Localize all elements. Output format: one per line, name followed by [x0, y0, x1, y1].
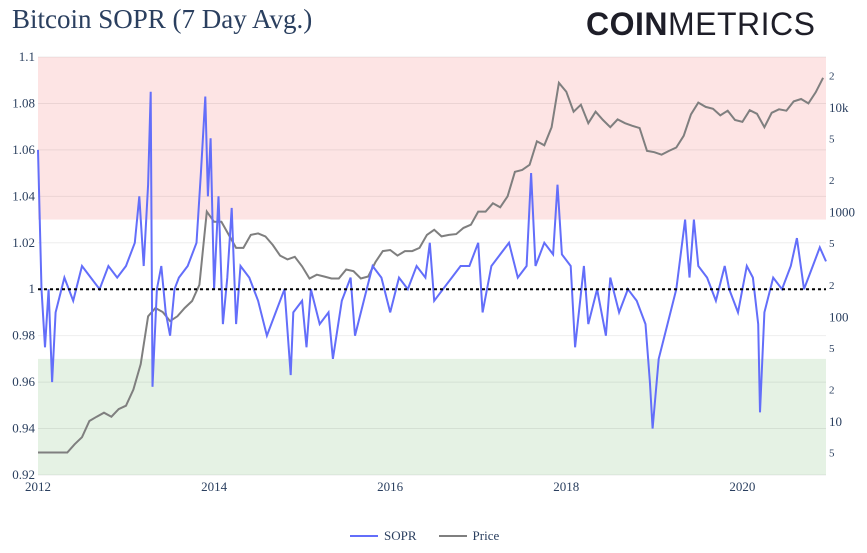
y-right-tick-label: 5: [829, 343, 835, 355]
x-tick-label: 2014: [201, 479, 228, 494]
y-right-tick-label: 2: [829, 280, 835, 292]
coinmetrics-logo: COINMETRICS: [586, 6, 816, 42]
y-right-tick-label: 5: [829, 133, 835, 145]
legend-label-price: Price: [472, 528, 500, 543]
x-tick-label: 2020: [729, 479, 755, 494]
chart-title: Bitcoin SOPR (7 Day Avg.): [12, 4, 313, 34]
legend-item-sopr[interactable]: SOPR: [350, 528, 417, 544]
y-right-tick-label: 5: [829, 448, 835, 460]
y-tick-label: 1.06: [12, 142, 35, 157]
x-tick-label: 2018: [553, 479, 579, 494]
price-swatch: [438, 535, 467, 537]
sopr-line: [37, 91, 827, 429]
y-tick-label: 0.92: [12, 467, 35, 482]
y-tick-label: 1: [29, 281, 36, 296]
sopr-swatch: [350, 535, 378, 537]
y-tick-label: 0.96: [12, 374, 35, 389]
y-tick-label: 1.1: [19, 49, 35, 64]
y-right-tick-label: 2: [829, 175, 835, 187]
y-tick-label: 0.98: [12, 328, 35, 343]
price-line: [38, 77, 824, 454]
y-right-tick-label: 100: [829, 309, 849, 324]
y-tick-label: 0.94: [12, 421, 35, 436]
y-right-tick-label: 5: [829, 238, 835, 250]
x-tick-label: 2012: [25, 479, 51, 494]
legend-label-sopr: SOPR: [384, 528, 417, 543]
y-right-tick-label: 1000: [829, 205, 855, 220]
y-right-tick-label: 10k: [829, 100, 849, 115]
y-right-tick-label: 10: [829, 414, 842, 429]
x-tick-label: 2016: [377, 479, 404, 494]
legend-item-price[interactable]: Price: [438, 528, 500, 544]
legend: SOPR Price: [350, 528, 499, 544]
y-tick-label: 1.08: [12, 95, 35, 110]
y-right-tick-label: 2: [829, 70, 835, 82]
lower-band: [38, 358, 826, 475]
y-tick-label: 1.04: [12, 188, 35, 203]
y-tick-label: 1.02: [12, 235, 35, 250]
y-right-tick-label: 2: [829, 384, 835, 396]
upper-band: [38, 57, 826, 220]
